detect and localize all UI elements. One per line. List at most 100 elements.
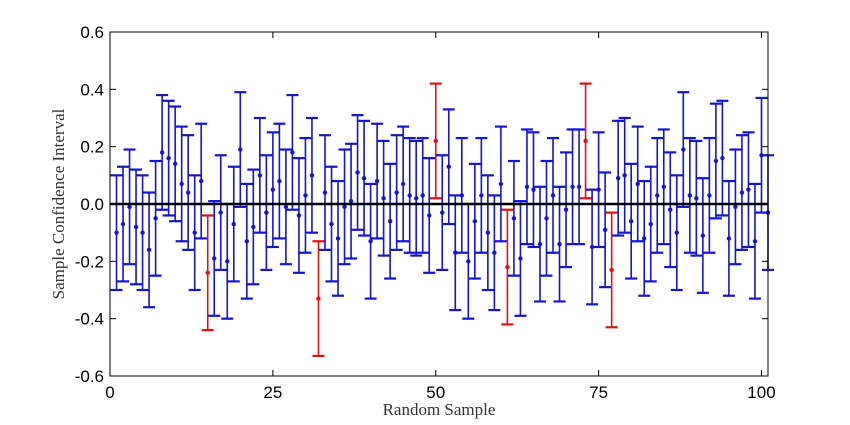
- sample-interval-74: [586, 188, 599, 306]
- sample-mean-point: [622, 173, 627, 178]
- sample-interval-58: [481, 174, 494, 292]
- sample-interval-9: [162, 99, 175, 217]
- sample-interval-86: [664, 151, 677, 269]
- sample-mean-point: [355, 170, 360, 175]
- sample-mean-point: [752, 239, 758, 244]
- sample-interval-29: [292, 157, 305, 274]
- sample-mean-point: [642, 236, 647, 241]
- sample-interval-34: [325, 165, 338, 283]
- sample-mean-point: [746, 187, 751, 192]
- sample-interval-17: [214, 154, 227, 272]
- sample-interval-43: [384, 162, 397, 280]
- sample-mean-point: [322, 190, 328, 195]
- y-tick-label: 0.6: [80, 23, 104, 42]
- sample-mean-point: [615, 176, 621, 181]
- sample-mean-point: [238, 147, 243, 152]
- x-axis-label: Random Sample: [383, 400, 496, 419]
- sample-interval-14: [195, 122, 208, 240]
- sample-interval-8: [156, 93, 169, 211]
- sample-interval-1: [110, 174, 123, 292]
- sample-mean-point: [140, 230, 145, 235]
- sample-interval-64: [520, 128, 533, 246]
- sample-interval-97: [735, 134, 748, 251]
- sample-mean-point: [192, 230, 197, 235]
- sample-mean-point: [387, 219, 393, 224]
- sample-interval-88: [677, 91, 690, 208]
- sample-mean-point: [700, 233, 706, 238]
- sample-mean-point: [628, 219, 634, 224]
- sample-interval-49: [423, 157, 436, 274]
- sample-mean-point: [602, 227, 608, 232]
- sample-mean-point: [472, 219, 478, 224]
- sample-mean-point: [557, 241, 562, 247]
- sample-interval-20: [234, 91, 247, 208]
- sample-mean-point: [342, 204, 347, 210]
- y-tick-label: -0.6: [75, 367, 104, 386]
- sample-mean-point: [407, 193, 412, 198]
- sample-interval-56: [468, 162, 481, 280]
- sample-interval-10: [169, 105, 182, 223]
- sample-interval-3: [123, 148, 136, 266]
- sample-interval-67: [540, 159, 553, 277]
- sample-mean-point: [114, 230, 119, 235]
- sample-interval-25: [266, 131, 279, 249]
- sample-interval-85: [657, 128, 670, 246]
- sample-interval-42: [377, 139, 390, 257]
- sample-interval-39: [358, 119, 371, 237]
- sample-interval-73: [579, 82, 592, 200]
- sample-interval-4: [130, 168, 143, 286]
- sample-mean-point: [707, 193, 712, 198]
- sample-mean-point: [726, 236, 732, 241]
- sample-interval-12: [182, 134, 195, 251]
- sample-mean-point: [264, 210, 269, 215]
- sample-interval-65: [527, 131, 540, 249]
- sample-mean-point: [674, 230, 679, 235]
- sample-interval-76: [599, 171, 612, 289]
- sample-mean-point: [550, 193, 556, 198]
- sample-mean-point: [309, 173, 315, 178]
- sample-interval-92: [703, 136, 716, 254]
- sample-interval-28: [286, 93, 299, 211]
- sample-mean-point: [413, 196, 419, 201]
- sample-mean-point: [466, 259, 471, 264]
- sample-mean-point: [570, 184, 575, 189]
- sample-interval-91: [696, 177, 709, 294]
- sample-interval-46: [403, 136, 416, 254]
- sample-mean-point: [661, 184, 666, 189]
- y-tick-label: 0.4: [80, 80, 104, 99]
- sample-interval-13: [188, 174, 201, 292]
- sample-mean-point: [381, 196, 386, 201]
- sample-mean-point: [446, 164, 451, 169]
- sample-interval-16: [208, 200, 221, 317]
- sample-interval-59: [488, 194, 501, 312]
- sample-mean-point: [400, 181, 406, 187]
- sample-mean-point: [655, 193, 660, 198]
- sample-mean-point: [303, 193, 308, 198]
- sample-interval-94: [716, 99, 729, 217]
- sample-mean-point: [199, 178, 204, 184]
- sample-mean-point: [687, 193, 693, 198]
- error-bars: [110, 82, 774, 358]
- sample-mean-point: [576, 184, 582, 189]
- sample-mean-point: [498, 181, 504, 187]
- sample-mean-point: [648, 221, 653, 227]
- sample-mean-point: [120, 221, 126, 227]
- sample-interval-30: [299, 136, 312, 254]
- sample-interval-7: [149, 159, 162, 277]
- x-tick-label: 75: [589, 383, 608, 402]
- sample-mean-point: [583, 138, 588, 144]
- sample-interval-77: [605, 211, 618, 329]
- sample-mean-point: [427, 213, 432, 218]
- sample-mean-point: [159, 150, 165, 155]
- sample-interval-32: [312, 240, 325, 358]
- sample-interval-87: [670, 174, 683, 292]
- sample-mean-point: [374, 178, 380, 184]
- sample-mean-point: [694, 196, 699, 201]
- plot-frame: [109, 31, 769, 377]
- sample-mean-point: [459, 193, 465, 198]
- sample-interval-78: [612, 119, 625, 237]
- sample-mean-point: [511, 216, 517, 221]
- sample-interval-19: [227, 165, 240, 283]
- sample-mean-point: [563, 207, 569, 212]
